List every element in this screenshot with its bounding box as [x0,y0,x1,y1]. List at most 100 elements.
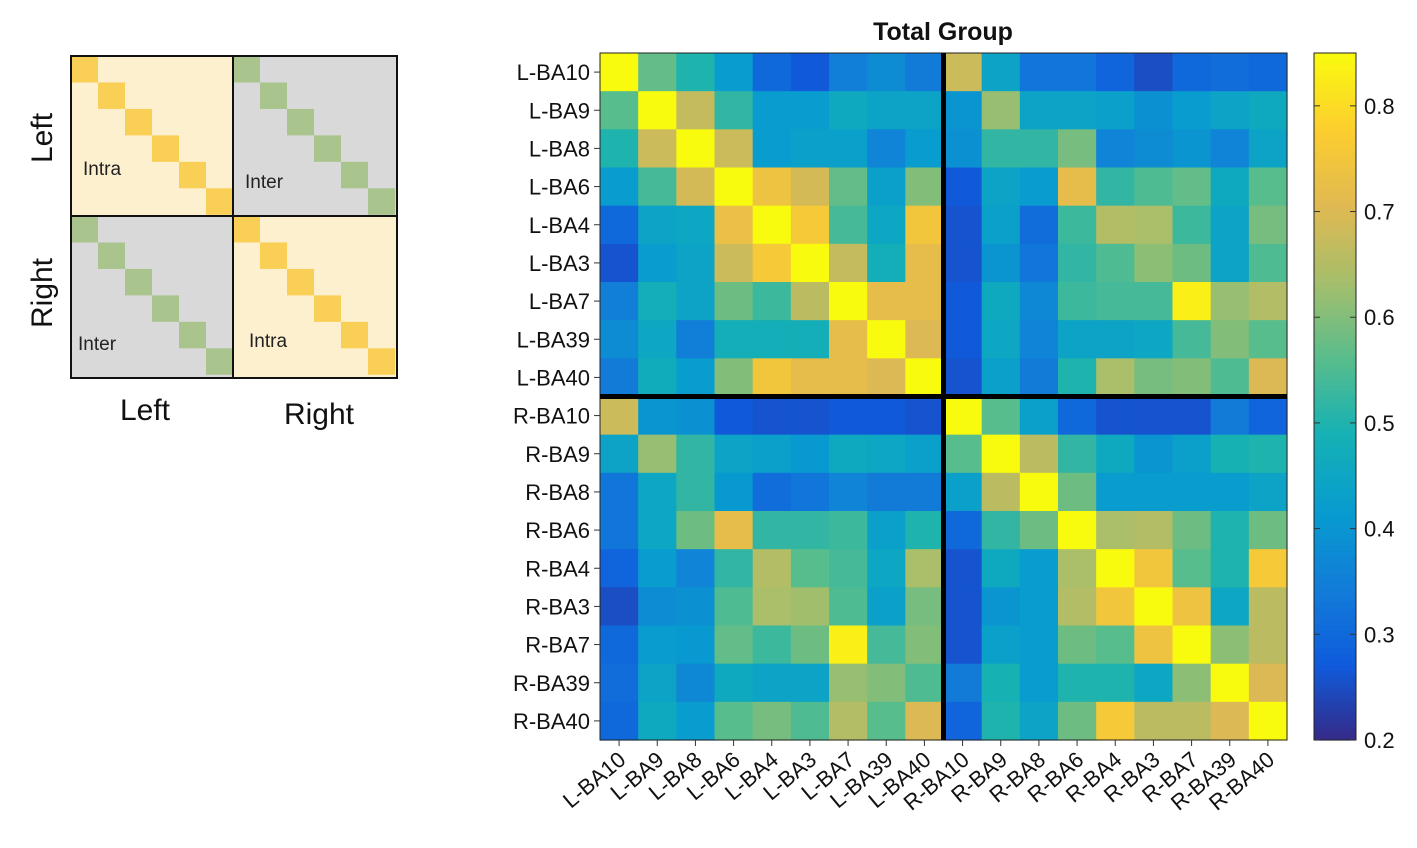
heatmap-cell [943,320,983,359]
y-tick-label: R-BA6 [525,518,590,543]
heatmap-cell [1058,549,1097,588]
diagonal-cell-top-left [152,135,179,162]
y-tick-label: R-BA40 [513,709,590,734]
x-tick-label: L-BA8 [644,747,707,805]
y-tick-label: L-BA8 [529,136,590,161]
x-tick-label: L-BA6 [682,747,745,805]
diagonal-cell-bottom-left [98,242,125,269]
heatmap-cell [1210,434,1250,474]
heatmap-cell [1172,587,1212,627]
diagonal-cell-top-left [71,56,98,83]
heatmap-cell [1248,320,1288,359]
heatmap-cell [1019,243,1059,283]
colorbar-segment [1314,327,1356,335]
heatmap-cell [867,396,906,436]
colorbar-segment [1314,322,1356,329]
colorbar-segment [1314,259,1356,266]
heatmap-cell [638,320,677,359]
colorbar-segment [1314,53,1356,60]
colorbar-segment [1314,465,1356,472]
heatmap-cell [1210,243,1250,283]
heatmap-cell [1019,129,1059,169]
heatmap-cell [752,472,792,512]
colorbar-segment [1314,178,1356,186]
colorbar-segment [1314,539,1356,546]
heatmap-cell [676,91,716,130]
heatmap-cell [1248,167,1288,207]
heatmap-cell [829,434,868,474]
heatmap-cell [829,243,868,283]
heatmap-cell [943,243,983,283]
colorbar-segment [1314,64,1356,71]
heatmap-cell [790,243,830,283]
heatmap-cell [638,587,677,627]
colorbar-segment [1314,688,1356,695]
colorbar-segment [1314,110,1356,117]
heatmap-cell [752,205,792,245]
heatmap-cell [943,701,983,741]
heatmap-cell [676,282,716,321]
colorbar-segment [1314,551,1356,558]
heatmap-cell [1019,205,1059,245]
heatmap-cell [714,282,754,321]
heatmap-cell [1058,434,1097,474]
heatmap-cell [1172,511,1212,550]
schematic-col-label-right: Right [284,398,355,431]
heatmap-cell [867,663,906,703]
heatmap-cell [1248,129,1288,169]
heatmap-cell [829,625,868,665]
heatmap-cell [981,129,1021,169]
y-tick-label: R-BA10 [513,404,590,429]
heatmap-cell [829,205,868,245]
colorbar-segment [1314,619,1356,627]
heatmap-cell [714,243,754,283]
colorbar-segment [1314,104,1356,111]
schematic-row-label-right: Right [26,257,59,328]
colorbar-segment [1314,717,1356,724]
colorbar-segment [1314,247,1356,254]
colorbar-segment [1314,522,1356,529]
heatmap-cell [1058,205,1097,245]
heatmap-cell [600,53,639,92]
heatmap-cell [790,396,830,436]
heatmap-cell [1019,663,1059,703]
colorbar-segment [1314,711,1356,718]
y-tick-label: R-BA9 [525,442,590,467]
colorbar-segment [1314,436,1356,443]
colorbar-segment [1314,270,1356,277]
colorbar-segment [1314,350,1356,358]
heatmap-cell [867,511,906,550]
heatmap-cell [638,511,677,550]
heatmap-cell [714,129,754,169]
colorbar-segment [1314,344,1356,352]
heatmap-cell [867,434,906,474]
colorbar-segment [1314,138,1356,146]
colorbar-segment [1314,511,1356,518]
colorbar-segment [1314,499,1356,506]
heatmap-cell [638,625,677,665]
heatmap-cell [1210,625,1250,665]
heatmap-cell [752,129,792,169]
diagonal-cell-top-right [233,56,260,83]
heatmap-cell [829,511,868,550]
colorbar-segment [1314,98,1356,106]
heatmap-cell [943,663,983,703]
heatmap-cell [600,625,639,665]
x-tick-label: L-BA4 [720,747,783,805]
heatmap-cell [1058,91,1097,130]
heatmap-cell [676,358,716,398]
colorbar-segment [1314,127,1356,134]
heatmap-cell [714,625,754,665]
heatmap-cell [790,472,830,512]
heatmap-cell [905,205,945,245]
colorbar-segment [1314,671,1356,678]
heatmap-cell [1134,320,1174,359]
heatmap-cell [1134,167,1174,207]
heatmap-cell [752,511,792,550]
colorbar-segment [1314,430,1356,438]
colorbar-segment [1314,339,1356,346]
heatmap-cell [867,282,906,321]
diagonal-cell-top-right [314,135,341,162]
heatmap-cell [1134,91,1174,130]
heatmap-cell [867,549,906,588]
